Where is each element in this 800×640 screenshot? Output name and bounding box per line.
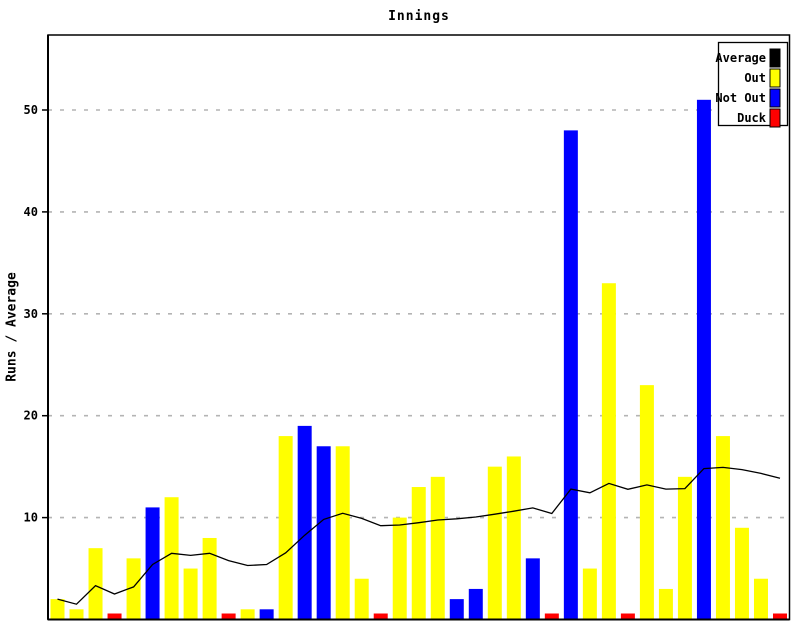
bar-inning-30: [601, 283, 616, 620]
bar-inning-20: [411, 487, 426, 620]
y-tick-label: 20: [24, 409, 38, 423]
bar-inning-26: [525, 558, 540, 620]
bar-inning-10: [221, 613, 236, 620]
bar-inning-17: [354, 578, 369, 620]
bar-inning-32: [639, 385, 654, 620]
bar-inning-25: [506, 456, 521, 620]
bar-inning-16: [335, 446, 350, 620]
y-axis-label: Runs / Average: [4, 272, 20, 382]
bar-inning-8: [183, 568, 198, 620]
bar-inning-13: [278, 436, 293, 620]
bar-inning-37: [734, 527, 749, 620]
bar-inning-6: [145, 507, 160, 620]
bar-inning-3: [88, 548, 103, 620]
y-tick-label: 40: [24, 205, 38, 219]
bar-inning-27: [544, 613, 559, 620]
bar-inning-22: [449, 599, 464, 620]
bar-inning-24: [487, 466, 502, 620]
y-tick-label: 30: [24, 307, 38, 321]
bar-inning-15: [316, 446, 331, 620]
bar-inning-5: [126, 558, 141, 620]
legend-label-average: Average: [715, 51, 766, 65]
bar-inning-34: [677, 476, 692, 620]
legend-swatch-duck: [769, 108, 781, 128]
bar-inning-23: [468, 588, 483, 620]
bar-inning-19: [392, 517, 407, 620]
bar-inning-18: [373, 613, 388, 620]
bar-inning-39: [772, 613, 787, 620]
average-line: [57, 466, 781, 605]
bar-inning-9: [202, 537, 217, 620]
legend-swatch-not-out: [769, 88, 781, 108]
bar-inning-14: [297, 425, 312, 620]
chart-title: Innings: [388, 9, 450, 24]
bar-inning-21: [430, 476, 445, 620]
bar-inning-4: [107, 613, 122, 620]
bar-inning-7: [164, 497, 179, 620]
bar-inning-33: [658, 588, 673, 620]
bar-inning-35: [696, 99, 711, 620]
bar-inning-12: [259, 609, 274, 620]
bar-inning-29: [582, 568, 597, 620]
bar-inning-31: [620, 613, 635, 620]
bar-inning-36: [715, 436, 730, 620]
y-tick-label: 10: [24, 511, 38, 525]
legend-label-not-out: Not Out: [715, 91, 766, 105]
legend-label-duck: Duck: [737, 111, 767, 125]
legend-label-out: Out: [744, 71, 766, 85]
bar-inning-11: [240, 609, 255, 620]
y-tick-label: 50: [24, 103, 38, 117]
bar-inning-1: [50, 599, 65, 620]
bar-inning-38: [753, 578, 768, 620]
legend-swatch-out: [769, 68, 781, 88]
bar-inning-2: [69, 609, 84, 620]
legend-swatch-average: [769, 48, 781, 68]
bar-inning-28: [563, 130, 578, 620]
